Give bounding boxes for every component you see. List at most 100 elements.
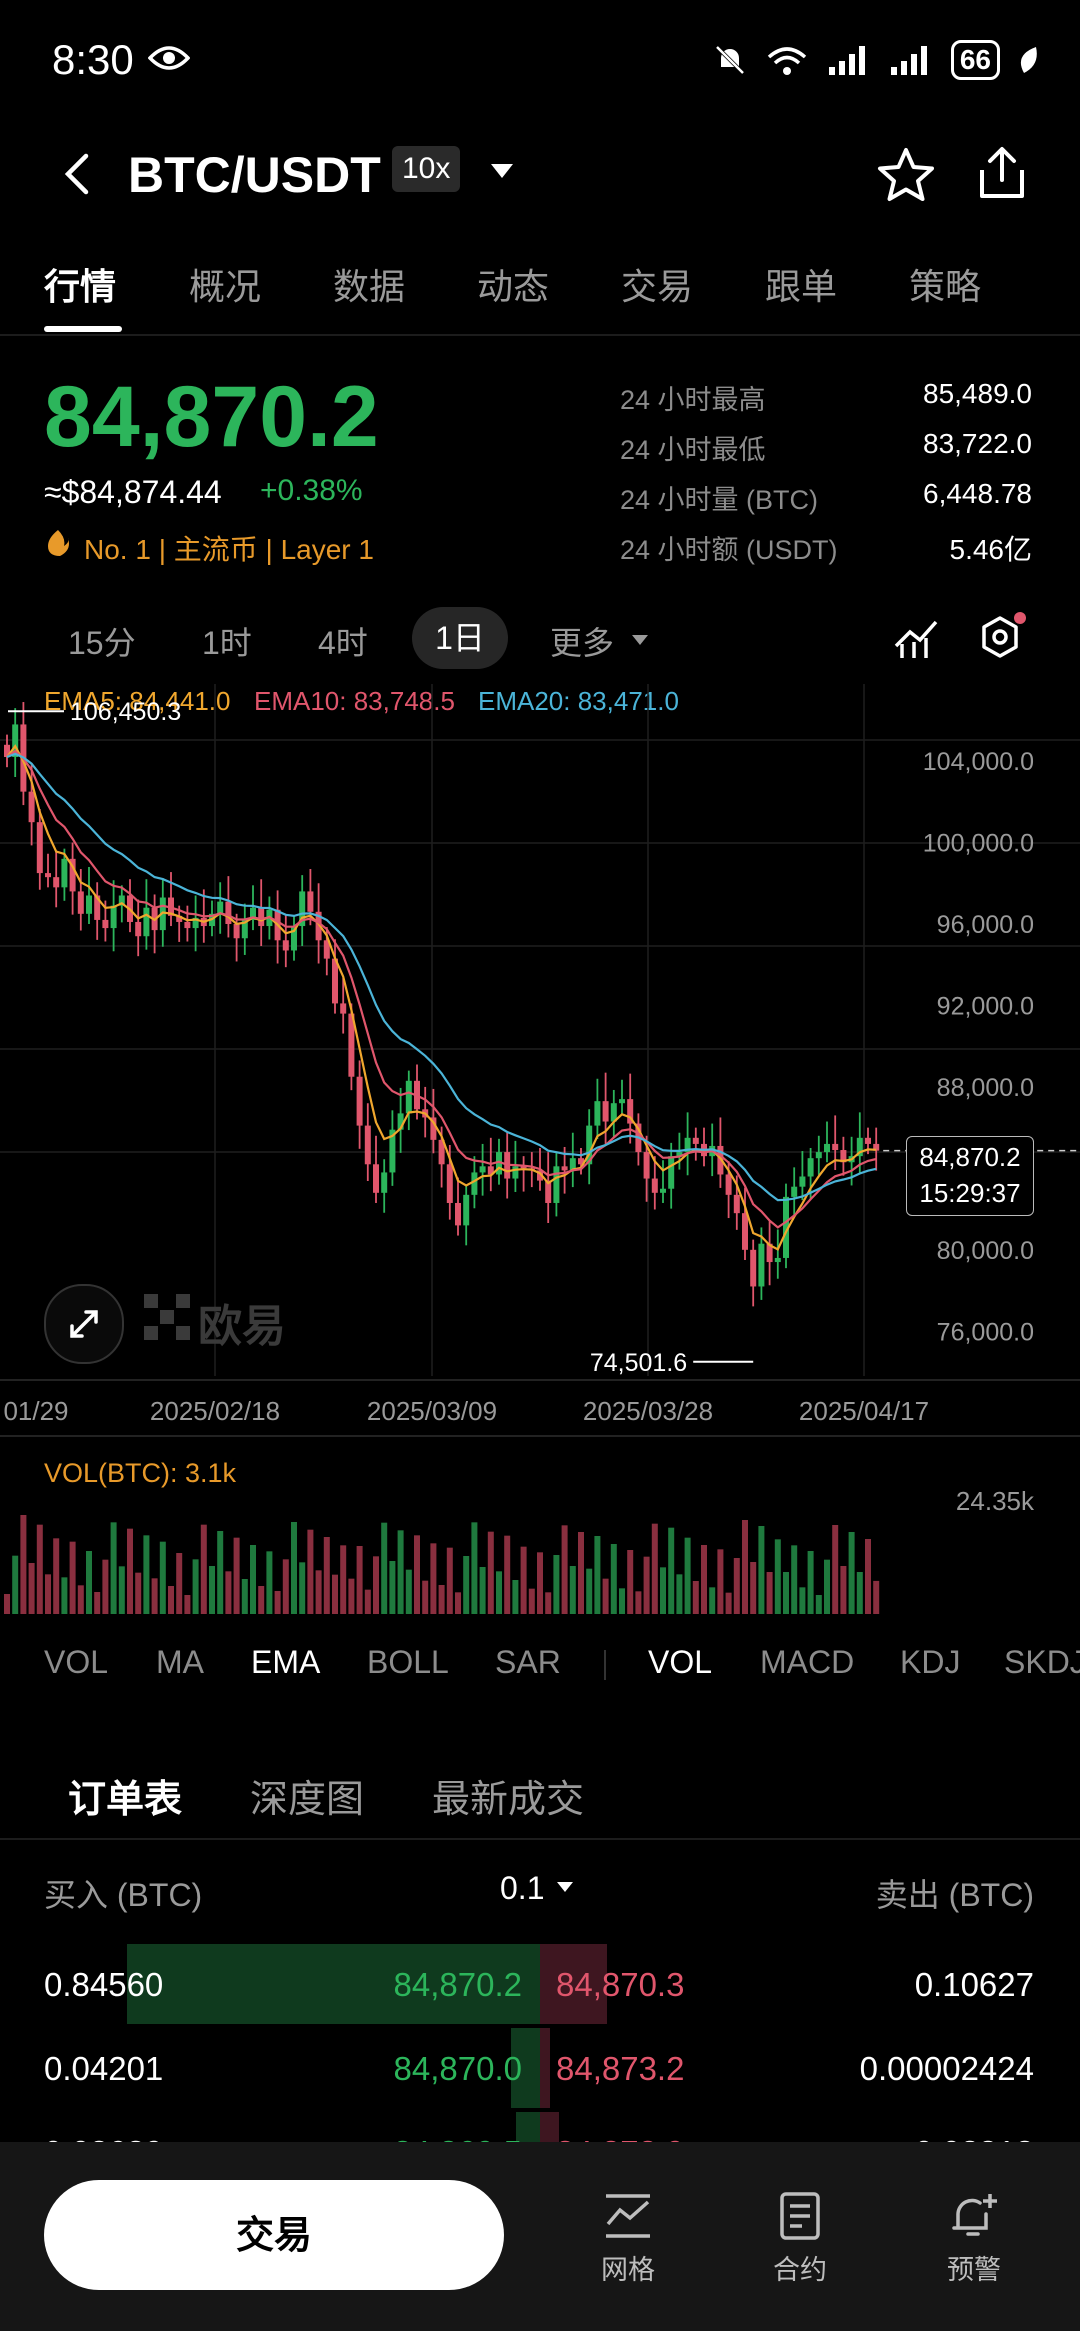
price-chart[interactable]: 106,450.3 74,501.6 104,000.0 100,000.0 96,0… [0,684,1080,1624]
volume-bar [36,1524,43,1614]
volume-bar [824,1559,830,1614]
volume-bar [733,1558,740,1614]
indicator-kdj[interactable]: KDJ [900,1644,961,1680]
pair-dropdown-icon[interactable] [488,160,516,189]
volume-bar [553,1555,560,1614]
candle-body [381,1172,388,1193]
bid-depth-bar [127,1944,540,2024]
tab-depth[interactable]: 深度图 [250,1779,365,1821]
candle-body [135,921,142,937]
indicator-ema[interactable]: EMA [251,1644,321,1680]
mute-bell-icon [715,45,745,75]
candle-body [602,1101,609,1122]
ask-depth-bar [540,2028,550,2108]
indicator-ma[interactable]: MA [156,1644,204,1680]
precision-dropdown-icon[interactable] [556,1880,574,1899]
y-tick-label: 88,000.0 [937,1074,1034,1102]
nav-grid[interactable]: 网格 [568,2190,688,2287]
chart-settings-icon[interactable] [976,612,1028,669]
leverage-badge[interactable]: 10x [392,146,461,192]
indicator-chart-icon[interactable] [892,616,940,665]
interval-1d[interactable]: 1日 [412,607,508,669]
candle-body [824,1143,830,1153]
bid-price[interactable]: 84,870.2 [393,1966,522,2003]
indicator-sar[interactable]: SAR [495,1644,561,1680]
volume-bar [651,1523,658,1614]
tab-trades[interactable]: 最新成交 [432,1779,585,1821]
buy-header: 买入 (BTC) [44,1877,203,1913]
stat-low-value: 83,722.0 [923,428,1032,459]
volume-bar [159,1541,166,1614]
volume-bar [373,1556,379,1614]
bid-price[interactable]: 84,870.0 [393,2050,522,2087]
orderbook-row[interactable]: 0.04201 84,870.0 84,873.2 0.00002424 [0,2028,1080,2112]
volume-bar [258,1586,265,1614]
candle-body [750,1249,757,1287]
interval-1h[interactable]: 1时 [202,625,252,661]
interval-more[interactable]: 更多 [550,625,615,661]
tab-market[interactable]: 行情 [44,266,117,307]
share-icon[interactable] [974,144,1030,207]
tab-underline [44,326,122,332]
volume-bar [783,1572,789,1614]
tab-data[interactable]: 数据 [333,266,406,307]
volume-bar [594,1536,601,1614]
tab-trade[interactable]: 交易 [621,266,694,307]
coin-tags[interactable]: No. 1 | 主流币 | Layer 1 [84,534,374,565]
tab-strategy[interactable]: 策略 [909,266,982,307]
indicator-skdj[interactable]: SKDJ [1004,1644,1080,1680]
nav-alert[interactable]: 预警 [914,2190,1034,2287]
more-dropdown-icon[interactable] [630,632,650,653]
favorite-star-icon[interactable] [876,146,936,209]
nav-contract[interactable]: 合约 [740,2190,860,2287]
y-tick-label: 92,000.0 [937,992,1034,1020]
okx-logo-icon [144,1294,190,1345]
volume-bar [118,1566,125,1614]
volume-bar [725,1592,732,1614]
volume-bar [405,1569,412,1614]
volume-bar [266,1551,273,1614]
volume-bar [356,1546,363,1614]
indicator-vol-main[interactable]: VOL [44,1644,109,1680]
indicator-vol-sub[interactable]: VOL [648,1644,713,1680]
stat-volume-label: 24 小时量 (BTC) [620,485,819,515]
candle-body [45,873,51,878]
volume-bar [471,1522,478,1614]
candle-body [496,1152,502,1175]
tab-overview[interactable]: 概况 [189,266,262,307]
candle-body [873,1143,880,1151]
bid-size: 0.84560 [44,1966,164,2003]
volume-bar [414,1535,420,1614]
volume-bar [282,1559,289,1614]
interval-15m[interactable]: 15分 [68,625,136,661]
candle-body [832,1143,839,1151]
ask-price[interactable]: 84,873.2 [556,2050,685,2087]
volume-bar [569,1566,576,1614]
volume-bar [643,1556,650,1614]
back-button[interactable] [58,148,98,205]
ask-depth-bar [540,1944,607,2024]
volume-bar [217,1531,224,1614]
candle-body [53,877,60,888]
candle-body [840,1150,847,1163]
pair-title[interactable]: BTC/USDT [128,147,381,203]
ask-price[interactable]: 84,870.3 [556,1966,685,2003]
interval-4h[interactable]: 4时 [318,625,368,661]
candle-body [12,724,19,758]
candle-body [430,1117,437,1140]
precision-select[interactable]: 0.1 [500,1870,545,1906]
candle-body [36,822,43,874]
volume-bar [291,1522,297,1614]
tab-copy-trade[interactable]: 跟单 [765,266,838,307]
tab-orderbook[interactable]: 订单表 [68,1779,183,1821]
indicator-macd[interactable]: MACD [760,1644,855,1680]
volume-bar [676,1574,683,1614]
fullscreen-button[interactable] [44,1284,124,1364]
indicator-boll[interactable]: BOLL [367,1644,449,1680]
volume-label: VOL(BTC): 3.1k [44,1458,237,1488]
contract-icon [780,2192,820,2240]
trade-button[interactable]: 交易 [44,2180,504,2290]
volume-bar [135,1572,142,1614]
orderbook-row[interactable]: 0.84560 84,870.2 84,870.3 0.10627 [0,1944,1080,2028]
tab-news[interactable]: 动态 [477,266,550,307]
